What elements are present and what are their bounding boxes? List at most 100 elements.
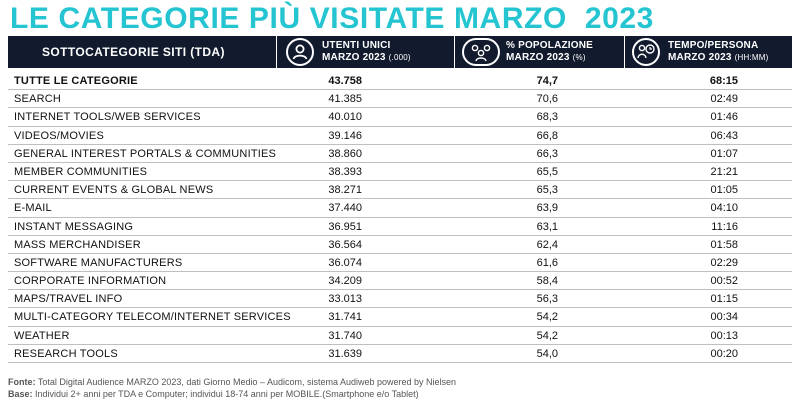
time-cell: 00:34 xyxy=(710,311,738,324)
header-category: SOTTOCATEGORIE SITI (TDA) xyxy=(42,45,225,59)
time-cell: 00:13 xyxy=(710,329,738,342)
table-row: MEMBER COMMUNITIES 38.393 65,5 21:21 xyxy=(8,163,792,182)
pct-cell: 66,3 xyxy=(536,147,558,160)
table-row: GENERAL INTEREST PORTALS & COMMUNITIES 38… xyxy=(8,145,792,163)
users-cell: 31.639 xyxy=(328,347,362,360)
table-row: MAPS/TRAVEL INFO 33.013 56,3 01:15 xyxy=(8,290,792,309)
time-cell: 06:43 xyxy=(710,129,738,142)
users-cell: 31.740 xyxy=(328,329,362,342)
table-header: SOTTOCATEGORIE SITI (TDA) UTENTI UNICI M… xyxy=(8,36,792,68)
pct-cell: 54,2 xyxy=(536,311,558,324)
table-row: INTERNET TOOLS/WEB SERVICES 40.010 68,3 01:… xyxy=(8,108,792,127)
category-cell: WEATHER xyxy=(14,329,70,342)
time-cell: 01:58 xyxy=(710,238,738,251)
time-cell: 00:52 xyxy=(710,275,738,288)
header-time: TEMPO/PERSONA MARZO 2023 (HH:MM) xyxy=(668,36,769,68)
header-time-line2: MARZO 2023 (HH:MM) xyxy=(668,52,769,63)
category-cell: MASS MERCHANDISER xyxy=(14,238,141,251)
category-cell: RESEARCH TOOLS xyxy=(14,347,118,360)
users-cell: 33.013 xyxy=(328,293,362,306)
category-cell: E-MAIL xyxy=(14,202,52,215)
table-row: INSTANT MESSAGING 36.951 63,1 11:16 xyxy=(8,218,792,236)
pct-cell: 65,5 xyxy=(536,165,558,178)
pct-cell: 70,6 xyxy=(536,93,558,106)
category-cell: MULTI-CATEGORY TELECOM/INTERNET SERVICES xyxy=(14,311,291,324)
time-cell: 01:05 xyxy=(710,184,738,197)
table-row: CURRENT EVENTS & GLOBAL NEWS 38.271 65,3 01… xyxy=(8,181,792,200)
time-cell: 11:16 xyxy=(711,220,738,233)
category-cell: CURRENT EVENTS & GLOBAL NEWS xyxy=(14,184,214,197)
users-cell: 31.741 xyxy=(328,311,362,324)
table-row: WEATHER 31.740 54,2 00:13 xyxy=(8,327,792,345)
pct-cell: 58,4 xyxy=(536,275,558,288)
users-cell: 36.951 xyxy=(328,220,362,233)
table-row-total: TUTTE LE CATEGORIE 43.758 74,7 68:15 xyxy=(8,72,792,91)
pct-cell: 61,6 xyxy=(536,256,558,269)
users-cell: 43.758 xyxy=(328,75,362,87)
header-divider xyxy=(276,36,277,68)
users-cell: 41.385 xyxy=(328,93,362,106)
users-cell: 37.440 xyxy=(328,202,362,215)
users-cell: 39.146 xyxy=(328,129,362,142)
users-cell: 38.393 xyxy=(328,165,362,178)
pct-cell: 65,3 xyxy=(536,184,558,197)
table-body: TUTTE LE CATEGORIE 43.758 74,7 68:15 SEARCH 4… xyxy=(8,72,792,363)
table-row: E-MAIL 37.440 63,9 04:10 xyxy=(8,199,792,218)
table-row: VIDEOS/MOVIES 39.146 66,8 06:43 xyxy=(8,127,792,145)
pct-cell: 66,8 xyxy=(536,129,558,142)
pct-cell: 62,4 xyxy=(536,238,558,251)
header-divider xyxy=(624,36,625,68)
category-cell: TUTTE LE CATEGORIE xyxy=(14,75,138,87)
time-cell: 02:49 xyxy=(710,93,738,106)
pct-cell: 56,3 xyxy=(536,293,558,306)
footer: Fonte: Total Digital Audience MARZO 2023… xyxy=(8,376,456,400)
category-cell: MEMBER COMMUNITIES xyxy=(14,165,148,178)
category-cell: VIDEOS/MOVIES xyxy=(14,129,105,142)
time-cell: 68:15 xyxy=(709,75,738,87)
pct-cell: 54,2 xyxy=(536,329,558,342)
users-cell: 34.209 xyxy=(328,275,362,288)
time-cell: 01:15 xyxy=(710,293,738,306)
header-time-line1: TEMPO/PERSONA xyxy=(668,40,759,51)
table-row: SOFTWARE MANUFACTURERS 36.074 61,6 02:29 xyxy=(8,254,792,273)
pct-cell: 54,0 xyxy=(536,347,558,360)
users-cell: 36.074 xyxy=(328,256,362,269)
table-row: SEARCH 41.385 70,6 02:49 xyxy=(8,90,792,109)
time-cell: 21:21 xyxy=(710,165,738,178)
header-users: UTENTI UNICI MARZO 2023 (.000) xyxy=(322,36,411,68)
header-divider xyxy=(454,36,455,68)
person-clock-icon xyxy=(632,38,660,66)
category-cell: INSTANT MESSAGING xyxy=(14,220,134,233)
header-pct-line1: % POPOLAZIONE xyxy=(506,40,594,51)
time-cell: 00:20 xyxy=(710,347,738,360)
header-pct-line2: MARZO 2023 (%) xyxy=(506,52,586,63)
header-pct: % POPOLAZIONE MARZO 2023 (%) xyxy=(506,36,593,68)
table-row: MASS MERCHANDISER 36.564 62,4 01:58 xyxy=(8,236,792,254)
table-row: RESEARCH TOOLS 31.639 54,0 00:20 xyxy=(8,345,792,363)
category-cell: CORPORATE INFORMATION xyxy=(14,275,167,288)
time-cell: 01:07 xyxy=(710,147,738,160)
header-users-line2: MARZO 2023 (.000) xyxy=(322,52,411,63)
time-cell: 02:29 xyxy=(710,256,738,269)
category-cell: SEARCH xyxy=(14,93,62,106)
category-cell: GENERAL INTEREST PORTALS & COMMUNITIES xyxy=(14,147,277,160)
category-cell: SOFTWARE MANUFACTURERS xyxy=(14,256,183,269)
footer-source: Fonte: Total Digital Audience MARZO 2023… xyxy=(8,377,457,387)
pct-cell: 74,7 xyxy=(536,75,558,87)
population-icon xyxy=(462,38,500,66)
users-cell: 38.271 xyxy=(328,184,362,197)
time-cell: 01:46 xyxy=(710,111,738,124)
pct-cell: 63,9 xyxy=(536,202,558,215)
users-cell: 40.010 xyxy=(328,111,362,124)
footer-base: Base: Individui 2+ anni per TDA e Comput… xyxy=(8,389,419,399)
users-cell: 38.860 xyxy=(328,147,362,160)
category-cell: INTERNET TOOLS/WEB SERVICES xyxy=(14,111,201,124)
user-icon xyxy=(286,38,314,66)
header-users-line1: UTENTI UNICI xyxy=(322,40,391,51)
page-title: LE CATEGORIE PIÙ VISITATE MARZO 2023 xyxy=(10,2,654,35)
pct-cell: 68,3 xyxy=(536,111,558,124)
table-row: CORPORATE INFORMATION 34.209 58,4 00:52 xyxy=(8,272,792,291)
pct-cell: 63,1 xyxy=(536,220,558,233)
category-cell: MAPS/TRAVEL INFO xyxy=(14,293,123,306)
time-cell: 04:10 xyxy=(710,202,738,215)
